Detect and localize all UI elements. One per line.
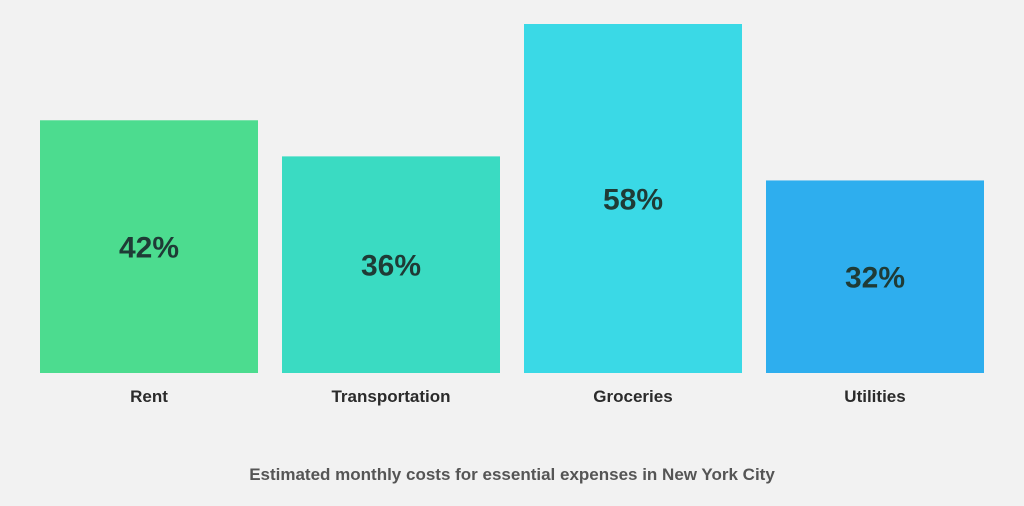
chart-caption: Estimated monthly costs for essential ex…: [249, 465, 775, 484]
category-label-transportation: Transportation: [331, 387, 450, 406]
category-labels-group: Rent Transportation Groceries Utilities: [130, 387, 906, 406]
value-label-utilities: 32%: [845, 262, 905, 295]
bars-group: [40, 24, 984, 373]
value-label-groceries: 58%: [603, 184, 663, 217]
category-label-rent: Rent: [130, 387, 168, 406]
bar-utilities: [766, 180, 984, 373]
bar-transportation: [282, 156, 500, 373]
value-label-rent: 42%: [119, 232, 179, 265]
value-labels-group: 42% 36% 58% 32%: [119, 184, 905, 295]
category-label-groceries: Groceries: [593, 387, 672, 406]
category-label-utilities: Utilities: [844, 387, 905, 406]
bar-rent: [40, 120, 258, 373]
bar-groceries: [524, 24, 742, 373]
value-label-transportation: 36%: [361, 250, 421, 283]
